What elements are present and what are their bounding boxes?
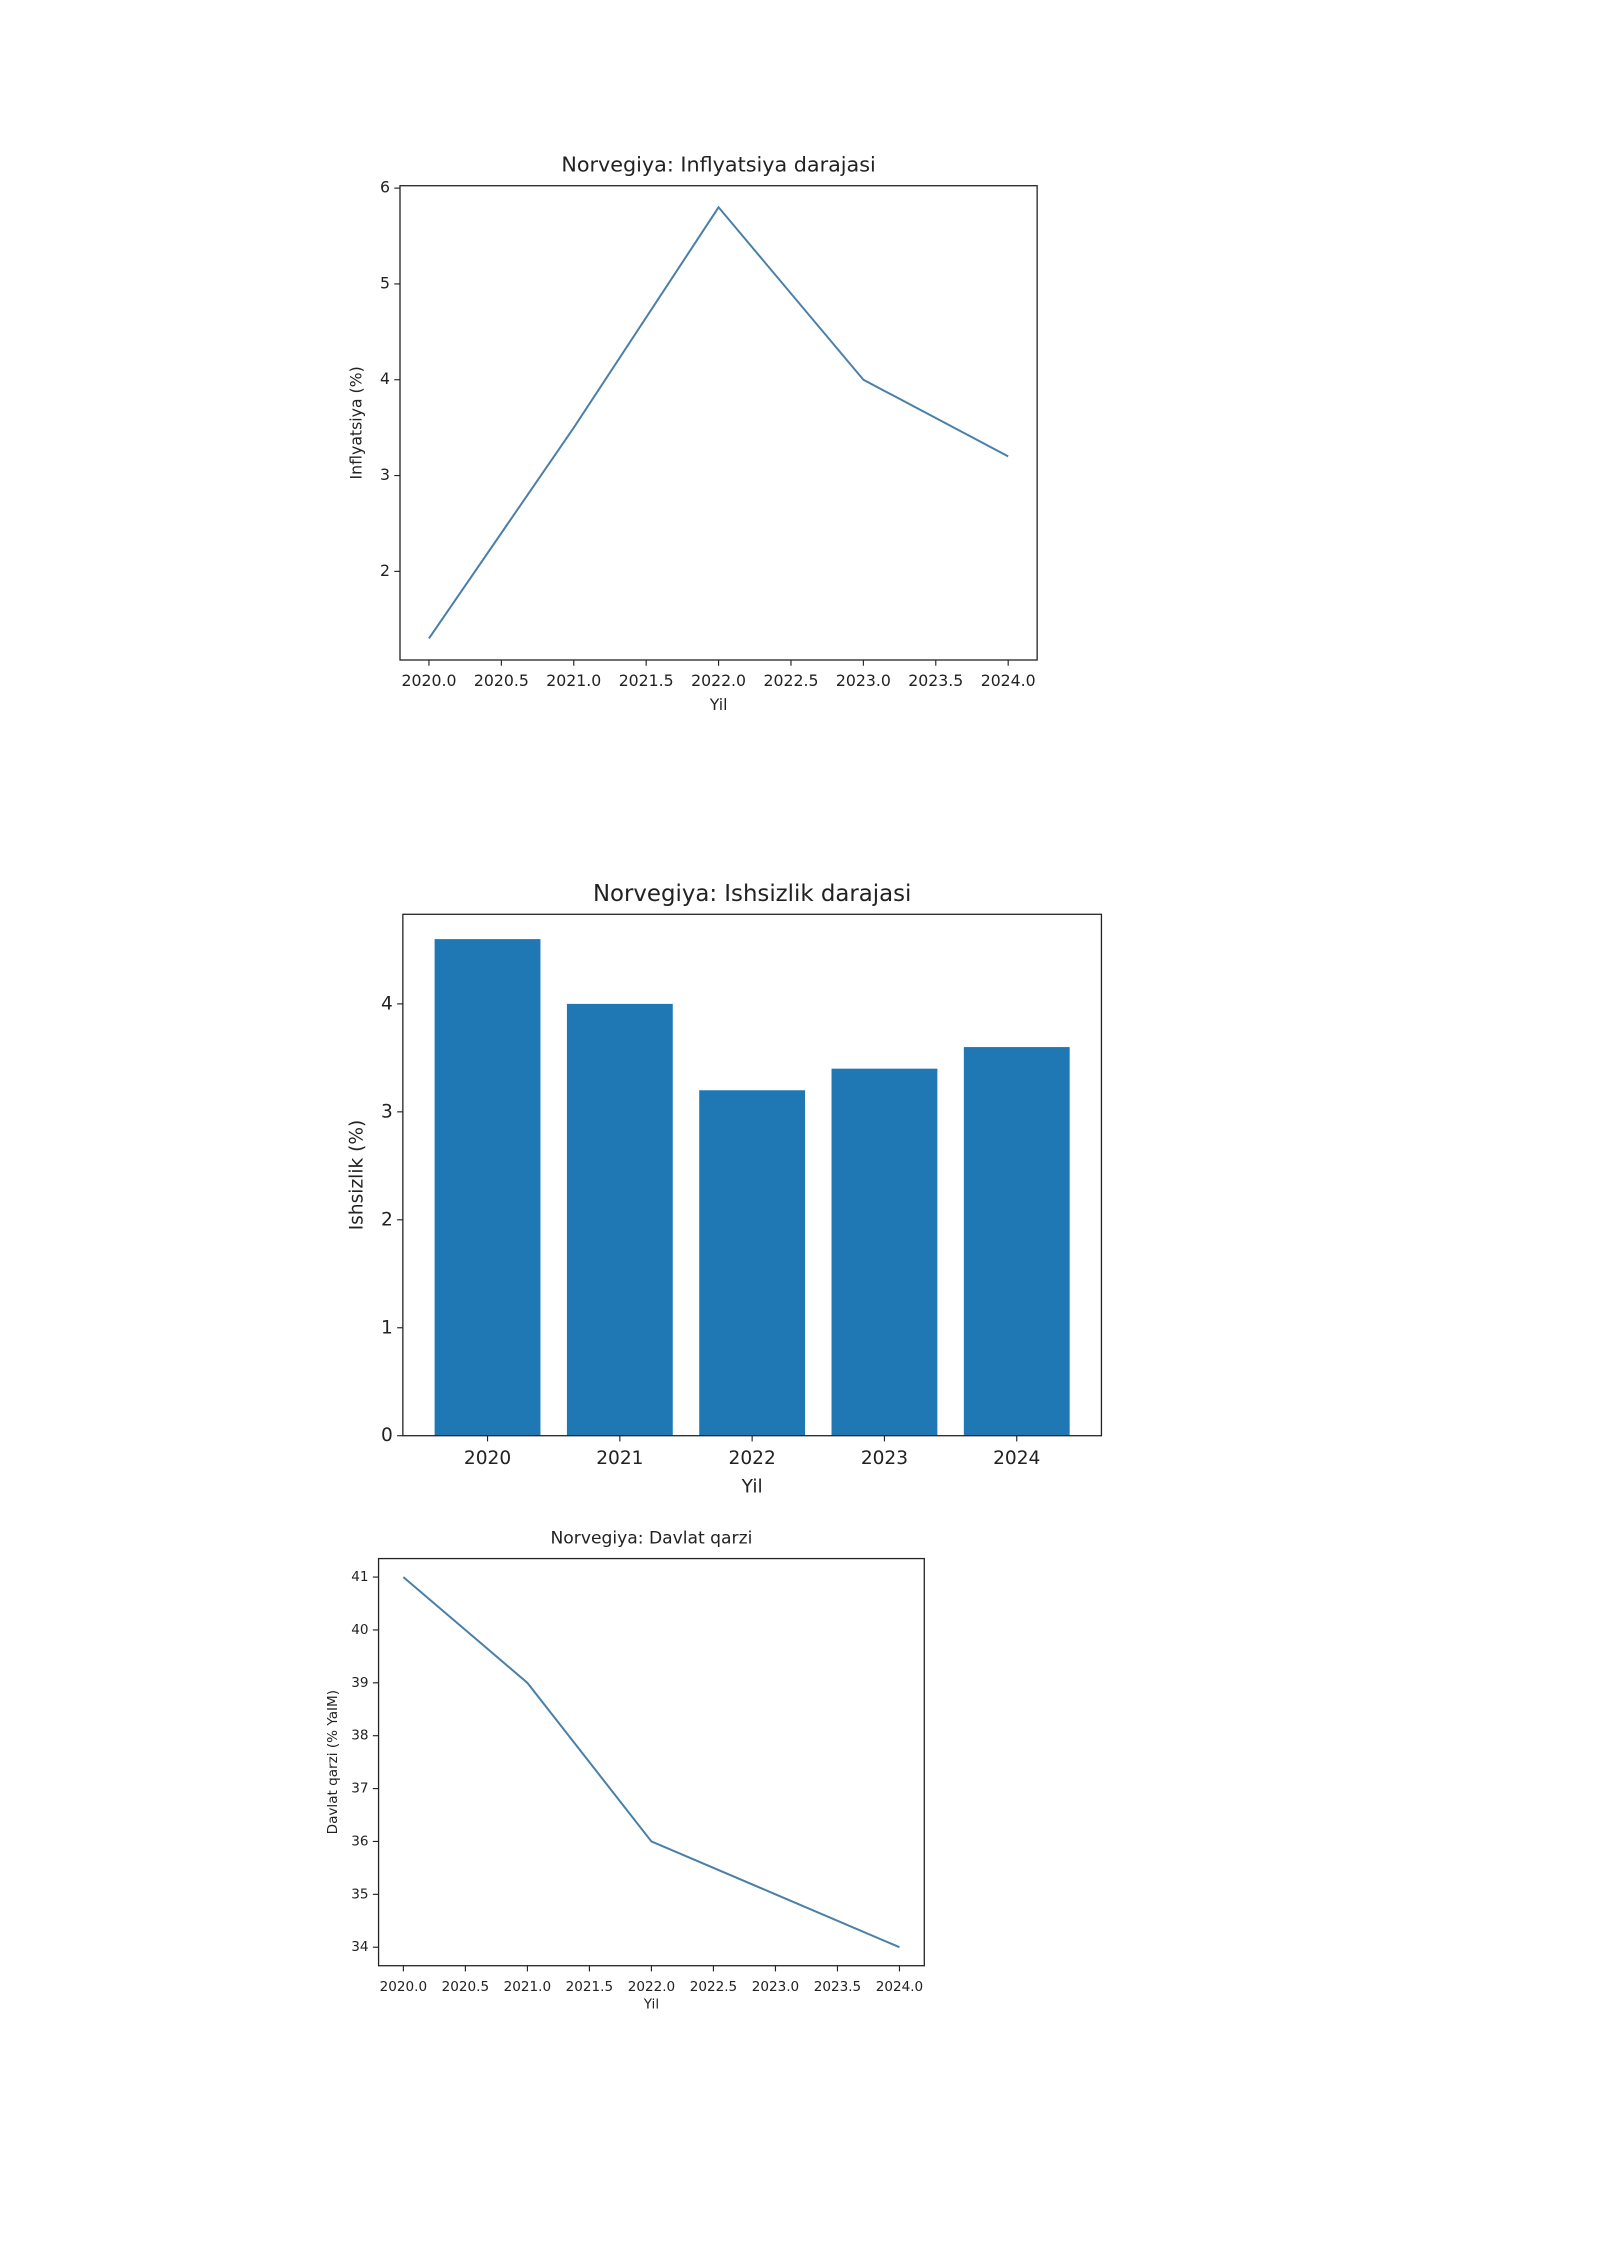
x-axis-label: Yil xyxy=(709,695,728,714)
x-tick-label: 2021 xyxy=(596,1448,643,1469)
x-tick-label: 2021.0 xyxy=(546,671,601,690)
y-tick-label: 3 xyxy=(381,1101,393,1122)
y-axis-label: Ishsizlik (%) xyxy=(347,1120,368,1231)
y-tick-label: 38 xyxy=(351,1728,368,1744)
x-tick-label: 2023.0 xyxy=(836,671,891,690)
x-tick-label: 2022.5 xyxy=(690,1979,737,1995)
x-tick-label: 2020.0 xyxy=(380,1979,427,1995)
x-tick-label: 2020.5 xyxy=(442,1979,489,1995)
plot-frame xyxy=(399,185,1038,661)
chart-title: Norvegiya: Inflyatsiya darajasi xyxy=(561,153,875,177)
y-tick-label: 40 xyxy=(351,1622,368,1638)
x-tick-label: 2023.5 xyxy=(908,671,963,690)
chart-title: Norvegiya: Davlat qarzi xyxy=(550,1529,752,1549)
bar xyxy=(566,1003,673,1436)
bar xyxy=(699,1090,806,1436)
x-tick-label: 2021.0 xyxy=(504,1979,551,1995)
x-tick-label: 2023.0 xyxy=(752,1979,799,1995)
y-tick-label: 5 xyxy=(380,273,390,292)
y-axis-label: Inflyatsiya (%) xyxy=(347,366,366,479)
chart-title: Norvegiya: Ishsizlik darajasi xyxy=(593,881,911,907)
chart: Norvegiya: Inflyatsiya darajasi Yil Inflya… xyxy=(347,153,1038,714)
x-axis-label: Yil xyxy=(741,1477,763,1498)
y-tick-label: 2 xyxy=(380,561,390,580)
x-tick-label: 2023 xyxy=(861,1448,908,1469)
x-tick-label: 2022.5 xyxy=(763,671,818,690)
y-tick-label: 36 xyxy=(351,1833,368,1849)
x-tick-label: 2024.0 xyxy=(981,671,1036,690)
x-tick-label: 2020.5 xyxy=(474,671,529,690)
x-tick-label: 2023.5 xyxy=(814,1979,861,1995)
plot-frame xyxy=(377,1557,925,1967)
x-tick-label: 2020 xyxy=(464,1448,511,1469)
x-tick-label: 2022.0 xyxy=(628,1979,675,1995)
plot-frame xyxy=(402,913,1103,1437)
x-tick-label: 2024 xyxy=(993,1448,1040,1469)
bar xyxy=(831,1068,938,1436)
y-axis-label: Davlat qarzi (% YaIM) xyxy=(325,1690,341,1834)
bar xyxy=(963,1047,1070,1436)
y-tick-label: 35 xyxy=(351,1886,368,1902)
chart: Norvegiya: Davlat qarzi Yil Davlat qarzi (… xyxy=(325,1529,925,2012)
x-tick-label: 2022.0 xyxy=(691,671,746,690)
y-tick-label: 41 xyxy=(351,1569,368,1585)
y-tick-label: 6 xyxy=(380,178,390,197)
x-axis-label: Yil xyxy=(643,1996,659,2012)
bar xyxy=(434,939,541,1436)
y-tick-label: 39 xyxy=(351,1675,368,1691)
y-tick-label: 37 xyxy=(351,1781,368,1797)
line-series xyxy=(428,205,1009,640)
y-tick-label: 4 xyxy=(381,993,393,1014)
x-tick-label: 2021.5 xyxy=(566,1979,613,1995)
chart: Norvegiya: Ishsizlik darajasi Yil Ishsizli… xyxy=(347,881,1103,1498)
y-tick-label: 1 xyxy=(381,1317,393,1338)
y-tick-label: 2 xyxy=(381,1209,393,1230)
x-tick-label: 2022 xyxy=(729,1448,776,1469)
line-series xyxy=(402,1576,900,1949)
y-tick-label: 0 xyxy=(381,1425,393,1446)
x-tick-label: 2020.0 xyxy=(401,671,456,690)
y-tick-label: 3 xyxy=(380,465,390,484)
x-tick-label: 2021.5 xyxy=(619,671,674,690)
x-tick-label: 2024.0 xyxy=(876,1979,923,1995)
y-tick-label: 4 xyxy=(380,369,390,388)
y-tick-label: 34 xyxy=(351,1939,368,1955)
